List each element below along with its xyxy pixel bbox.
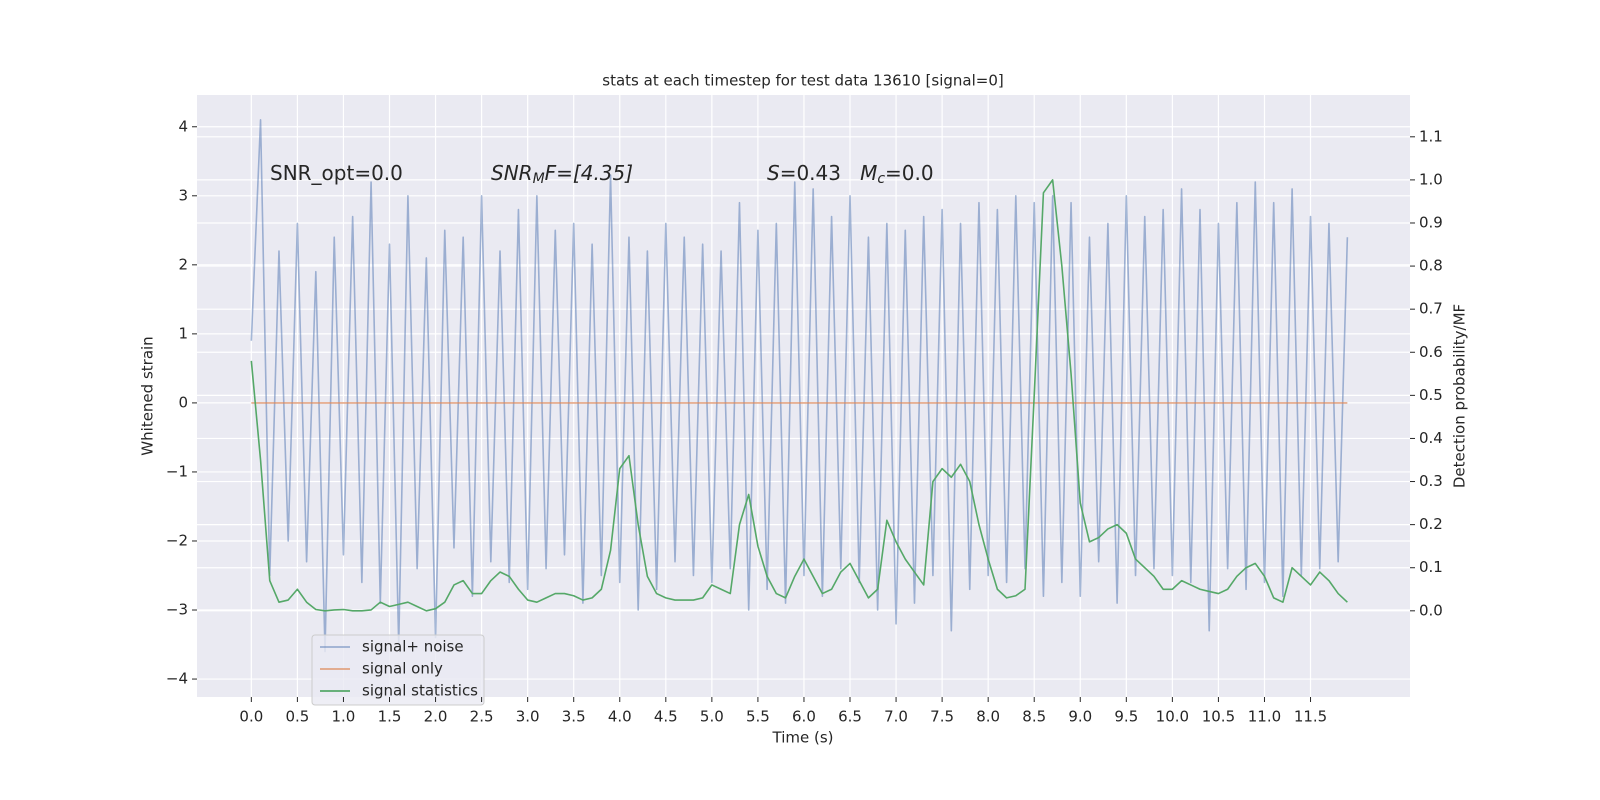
y2-tick-label: 0.8 [1419,257,1443,275]
y2-tick-label: 0.3 [1419,472,1443,490]
annotation-text: S [767,161,780,185]
legend-box [311,634,485,706]
marks [250,119,1349,653]
annotation-text: =0.43 [780,161,860,185]
x-tick-label: 0.5 [285,708,309,726]
x-tick-label: 8.0 [976,708,1000,726]
y2-tick-label: 0.2 [1419,515,1443,533]
y2-tick-label: 0.9 [1419,213,1443,231]
y-tick-label: −1 [166,462,188,480]
x-tick-label: 7.5 [930,708,954,726]
legend: signal+ noise signal only signal statistic… [311,634,485,706]
x-tick-label: 8.5 [1022,708,1046,726]
y-axis-label: Whitened strain [139,336,157,455]
x-tick-label: 0.0 [239,708,263,726]
annotation: SNR_opt=0.0 [270,161,403,185]
x-tick-label: 2.0 [424,708,448,726]
x-tick-label: 6.0 [792,708,816,726]
x-tick-label: 2.5 [470,708,494,726]
x-tick-label: 11.5 [1294,708,1327,726]
y-tick-label: 2 [178,255,188,273]
series-line [250,179,1348,612]
x-tick-label: 5.0 [700,708,724,726]
y-tick-label: −3 [166,601,188,619]
annotation: SNRMF=[4.35] [491,161,633,188]
y-tick-label: 0 [178,393,188,411]
x-tick-label: 9.5 [1114,708,1138,726]
annotation-subscript: M [533,171,545,187]
y-tick-label: 3 [178,186,188,204]
annotation-subscript: c [877,171,885,187]
x-tick-label: 3.0 [516,708,540,726]
x-tick-label: 9.0 [1068,708,1092,726]
y2-tick-label: 1.0 [1419,170,1443,188]
x-tick-label: 4.0 [608,708,632,726]
y2-tick-label: 1.1 [1419,127,1443,145]
x-tick-label: 10.5 [1202,708,1235,726]
y2-tick-label: 0.0 [1419,601,1443,619]
annotation-text: M [860,161,877,185]
legend-label: signal only [362,660,443,678]
y2-tick-label: 0.6 [1419,343,1443,361]
x-tick-label: 1.5 [378,708,402,726]
annotation: S=0.43 Mc=0.0 [767,161,934,188]
x-tick-label: 5.5 [746,708,770,726]
chart-title: stats at each timestep for test data 136… [602,72,1003,90]
y2-tick-label: 0.5 [1419,386,1443,404]
annotation-text: F=[4.35] [545,161,633,185]
x-axis-label: Time (s) [772,729,834,747]
y2-tick-label: 0.7 [1419,300,1443,318]
annotation-text: SNR_opt=0.0 [270,161,403,185]
y2-tick-label: 0.1 [1419,558,1443,576]
y2-tick-label: 0.4 [1419,429,1443,447]
x-tick-label: 7.0 [884,708,908,726]
y-tick-label: 4 [178,117,188,135]
legend-label: signal statistics [362,682,478,700]
y-tick-label: −2 [166,531,188,549]
y2-axis-label: Detection probability/MF [1451,304,1469,488]
annotation-text: =0.0 [885,161,934,185]
legend-label: signal+ noise [362,638,464,656]
x-tick-label: 1.0 [332,708,356,726]
x-tick-label: 11.0 [1248,708,1281,726]
y-tick-label: 1 [178,324,188,342]
x-tick-label: 10.0 [1156,708,1189,726]
x-tick-label: 3.5 [562,708,586,726]
annotation-text: SNR [491,161,533,185]
series-line [250,119,1349,653]
x-tick-label: 4.5 [654,708,678,726]
x-tick-label: 6.5 [838,708,862,726]
y-tick-label: −4 [166,670,188,688]
